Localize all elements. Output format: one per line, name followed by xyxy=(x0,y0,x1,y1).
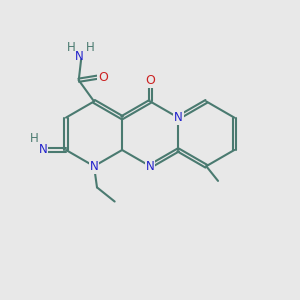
Text: N: N xyxy=(39,143,47,157)
Text: O: O xyxy=(145,74,155,87)
Text: O: O xyxy=(98,71,108,84)
Text: H: H xyxy=(30,132,39,145)
Text: N: N xyxy=(90,160,98,173)
Text: N: N xyxy=(174,111,183,124)
Text: H: H xyxy=(67,41,76,54)
Text: N: N xyxy=(146,160,154,173)
Text: N: N xyxy=(75,50,84,63)
Text: H: H xyxy=(86,41,95,54)
